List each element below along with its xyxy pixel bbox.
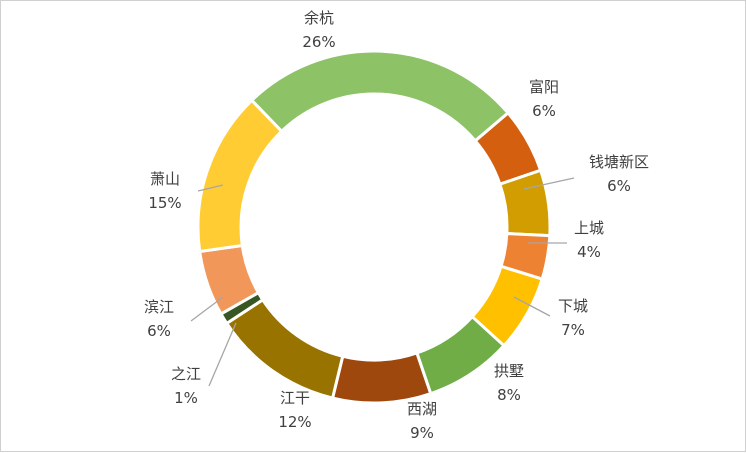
category-label: 拱墅 — [494, 362, 524, 380]
category-label: 滨江 — [144, 298, 174, 316]
category-label: 下城 — [558, 297, 588, 315]
category-label: 萧山 — [150, 170, 180, 188]
slice-7 — [330, 351, 433, 405]
leader-line — [197, 184, 224, 192]
leader-lines-group — [190, 177, 575, 387]
leader-line — [190, 296, 224, 322]
percent-label: 6% — [532, 102, 556, 120]
category-label: 西湖 — [407, 400, 437, 418]
slice-11 — [196, 98, 284, 254]
percent-label: 4% — [577, 243, 601, 261]
percent-label: 7% — [561, 321, 585, 339]
category-label: 江干 — [280, 389, 310, 407]
leader-line — [523, 177, 575, 190]
percent-label: 6% — [607, 177, 631, 195]
slice-8 — [224, 297, 345, 400]
leader-line — [208, 322, 237, 387]
slice-3 — [498, 168, 552, 238]
percent-label: 1% — [174, 389, 198, 407]
category-label: 余杭 — [304, 9, 334, 27]
percent-label: 6% — [147, 322, 171, 340]
slice-1 — [249, 49, 511, 143]
percent-label: 8% — [497, 386, 521, 404]
percent-label: 15% — [148, 194, 181, 212]
leader-line — [513, 296, 551, 317]
percent-label: 9% — [410, 424, 434, 442]
slices-group — [196, 49, 552, 405]
percent-label: 12% — [278, 413, 311, 431]
category-label: 上城 — [574, 219, 604, 237]
category-label: 富阳 — [529, 78, 559, 96]
percent-label: 26% — [302, 33, 335, 51]
labels-group: 余杭 26% 富阳 6% 钱塘新区 6% 上城 4% 下城 7% 拱墅 8% 西湖 9% 江干 12% 之江 1%… — [144, 9, 649, 442]
category-label: 钱塘新区 — [589, 153, 649, 171]
category-label: 之江 — [171, 365, 201, 383]
